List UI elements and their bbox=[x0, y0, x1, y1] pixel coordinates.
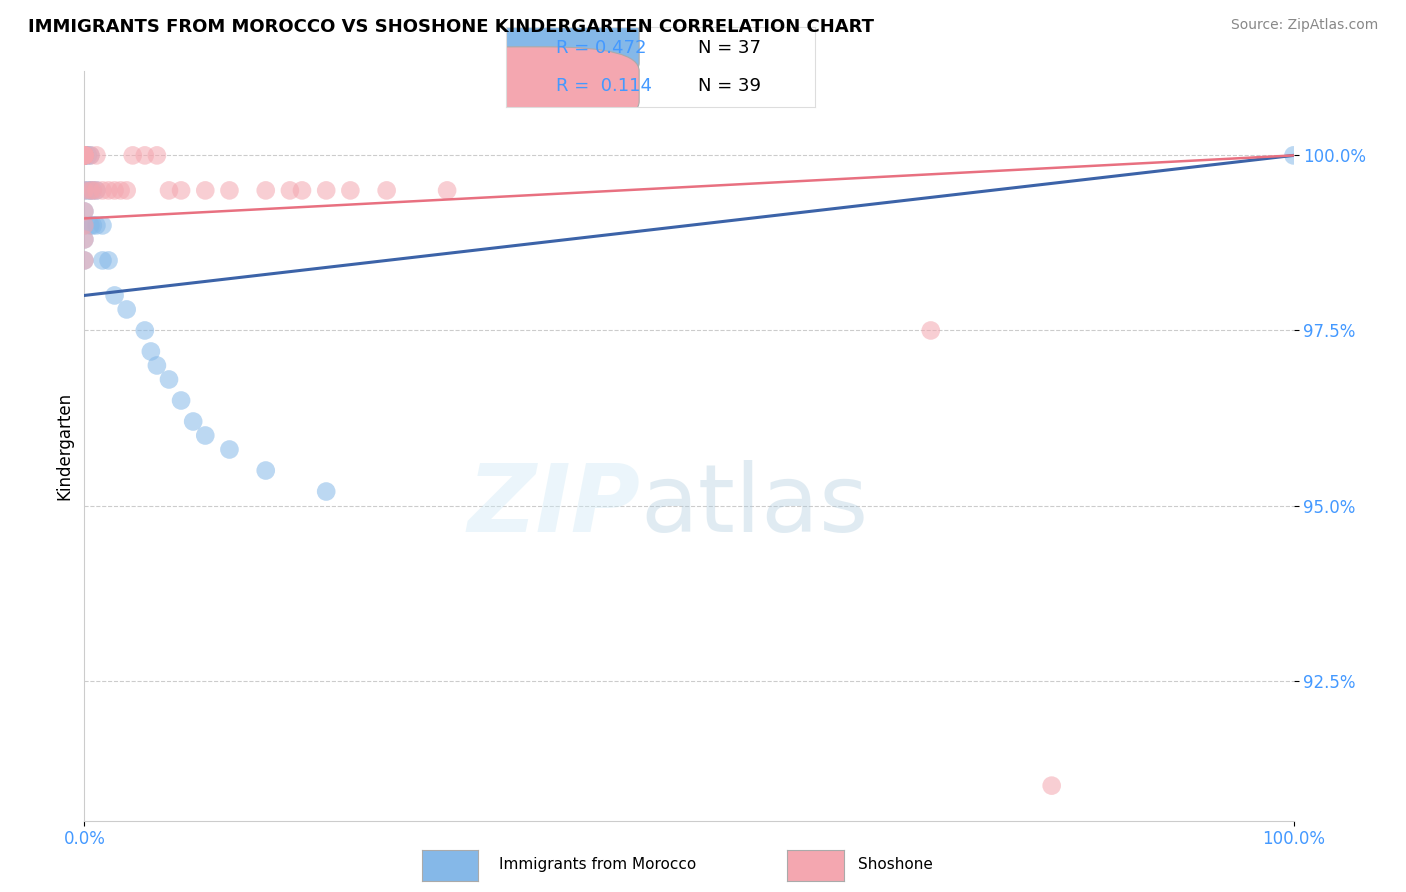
Text: Source: ZipAtlas.com: Source: ZipAtlas.com bbox=[1230, 18, 1378, 32]
Point bbox=[115, 183, 138, 197]
Point bbox=[73, 148, 96, 162]
Point bbox=[79, 183, 101, 197]
Point bbox=[194, 428, 217, 442]
Point bbox=[139, 344, 162, 359]
Point bbox=[73, 232, 96, 246]
Point bbox=[73, 183, 96, 197]
Text: Immigrants from Morocco: Immigrants from Morocco bbox=[499, 857, 696, 871]
Text: R =  0.114: R = 0.114 bbox=[555, 78, 651, 95]
Point bbox=[73, 148, 96, 162]
Point bbox=[375, 183, 398, 197]
Point bbox=[218, 183, 240, 197]
Point bbox=[73, 148, 96, 162]
Point bbox=[73, 148, 96, 162]
Point bbox=[146, 148, 169, 162]
Point bbox=[1282, 148, 1305, 162]
Point bbox=[91, 219, 114, 233]
Point bbox=[110, 183, 132, 197]
Point bbox=[146, 359, 169, 373]
Point bbox=[315, 484, 337, 499]
Point bbox=[82, 183, 104, 197]
FancyBboxPatch shape bbox=[423, 46, 640, 126]
Point bbox=[73, 148, 96, 162]
Point bbox=[73, 204, 96, 219]
Point bbox=[73, 148, 96, 162]
Point bbox=[436, 183, 458, 197]
Point bbox=[73, 219, 96, 233]
Text: R = 0.472: R = 0.472 bbox=[555, 38, 647, 56]
Point bbox=[339, 183, 361, 197]
Point bbox=[73, 183, 96, 197]
Point bbox=[86, 183, 108, 197]
Text: ZIP: ZIP bbox=[468, 460, 641, 552]
Point bbox=[97, 253, 120, 268]
Point bbox=[73, 232, 96, 246]
Text: atlas: atlas bbox=[641, 460, 869, 552]
Point bbox=[73, 148, 96, 162]
Point bbox=[79, 148, 101, 162]
Point bbox=[73, 148, 96, 162]
Point bbox=[73, 148, 96, 162]
Point bbox=[73, 219, 96, 233]
Point bbox=[82, 219, 104, 233]
Point bbox=[73, 204, 96, 219]
Text: N = 39: N = 39 bbox=[697, 78, 761, 95]
Point bbox=[134, 323, 156, 337]
Text: N = 37: N = 37 bbox=[697, 38, 761, 56]
Point bbox=[218, 442, 240, 457]
Point bbox=[115, 302, 138, 317]
Point bbox=[73, 148, 96, 162]
Point bbox=[920, 323, 942, 337]
Point bbox=[134, 148, 156, 162]
Point bbox=[77, 148, 100, 162]
Text: IMMIGRANTS FROM MOROCCO VS SHOSHONE KINDERGARTEN CORRELATION CHART: IMMIGRANTS FROM MOROCCO VS SHOSHONE KIND… bbox=[28, 18, 875, 36]
Point bbox=[157, 183, 180, 197]
Point bbox=[73, 253, 96, 268]
Point bbox=[86, 219, 108, 233]
Point bbox=[73, 148, 96, 162]
Point bbox=[86, 183, 108, 197]
Point bbox=[77, 183, 100, 197]
Point bbox=[315, 183, 337, 197]
Point bbox=[170, 183, 193, 197]
Point bbox=[194, 183, 217, 197]
Point bbox=[73, 148, 96, 162]
Point bbox=[97, 183, 120, 197]
Point bbox=[181, 415, 204, 429]
Point bbox=[104, 288, 127, 302]
Point bbox=[170, 393, 193, 408]
Point bbox=[278, 183, 301, 197]
Point bbox=[254, 183, 277, 197]
Point bbox=[86, 148, 108, 162]
Point bbox=[291, 183, 314, 197]
Point bbox=[79, 219, 101, 233]
Point bbox=[73, 148, 96, 162]
Point bbox=[73, 253, 96, 268]
Point bbox=[254, 463, 277, 477]
Y-axis label: Kindergarten: Kindergarten bbox=[55, 392, 73, 500]
Point bbox=[91, 253, 114, 268]
Point bbox=[91, 183, 114, 197]
Point bbox=[73, 148, 96, 162]
Point bbox=[79, 148, 101, 162]
Text: Shoshone: Shoshone bbox=[858, 857, 932, 871]
Point bbox=[79, 183, 101, 197]
Point bbox=[82, 183, 104, 197]
FancyBboxPatch shape bbox=[423, 8, 640, 87]
Point bbox=[121, 148, 143, 162]
Point bbox=[104, 183, 127, 197]
Point bbox=[73, 148, 96, 162]
Point bbox=[157, 372, 180, 386]
Point bbox=[1040, 779, 1063, 793]
